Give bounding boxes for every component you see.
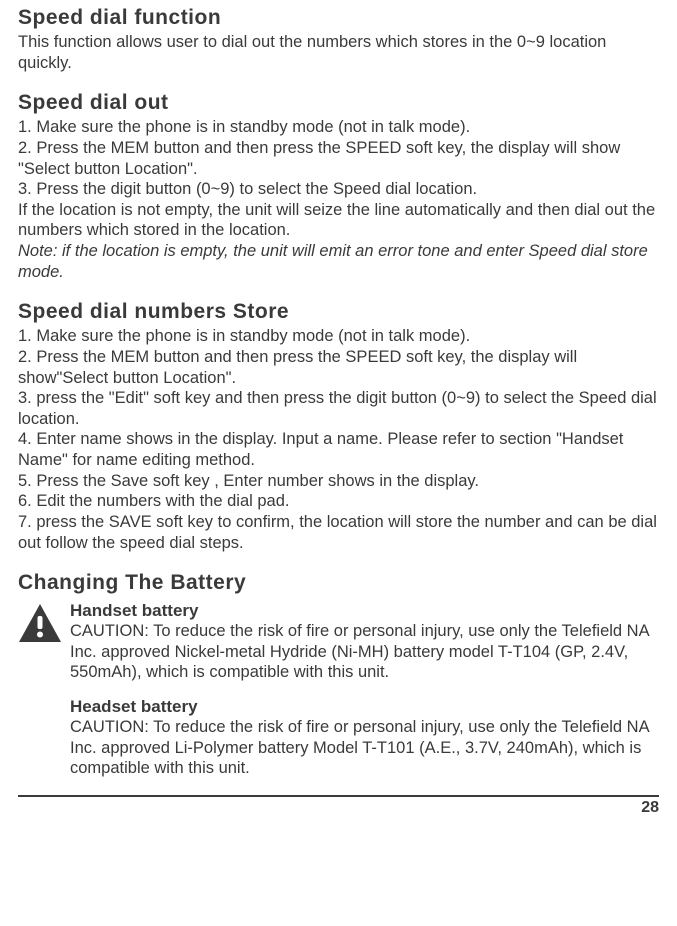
step-text: 7. press the SAVE soft key to confirm, t…	[18, 512, 659, 553]
page-footer: 28	[18, 795, 659, 817]
heading-speed-dial-store: Speed dial numbers Store	[18, 300, 659, 324]
heading-speed-dial-out: Speed dial out	[18, 91, 659, 115]
step-text: 1. Make sure the phone is in standby mod…	[18, 117, 659, 138]
handset-battery-text: CAUTION: To reduce the risk of fire or p…	[70, 621, 659, 683]
step-text: 6. Edit the numbers with the dial pad.	[18, 491, 659, 512]
subheading-headset-battery: Headset battery	[70, 697, 659, 717]
subheading-handset-battery: Handset battery	[70, 601, 659, 621]
step-text: 4. Enter name shows in the display. Inpu…	[18, 429, 659, 470]
step-text: 3. Press the digit button (0~9) to selec…	[18, 179, 659, 200]
heading-changing-battery: Changing The Battery	[18, 571, 659, 595]
step-text: 1. Make sure the phone is in standby mod…	[18, 326, 659, 347]
warning-block-handset: Handset battery CAUTION: To reduce the r…	[18, 601, 659, 683]
headset-battery-text: CAUTION: To reduce the risk of fire or p…	[70, 717, 659, 779]
step-text: 3. press the "Edit" soft key and then pr…	[18, 388, 659, 429]
step-text: 2. Press the MEM button and then press t…	[18, 138, 659, 179]
warning-block-headset: Headset battery CAUTION: To reduce the r…	[70, 697, 659, 779]
step-text: 5. Press the Save soft key , Enter numbe…	[18, 471, 659, 492]
heading-speed-dial-function: Speed dial function	[18, 6, 659, 30]
step-text: 2. Press the MEM button and then press t…	[18, 347, 659, 388]
warning-icon	[18, 603, 62, 648]
body-speed-dial-function: This function allows user to dial out th…	[18, 32, 659, 73]
step-text: If the location is not empty, the unit w…	[18, 200, 659, 241]
note-text: Note: if the location is empty, the unit…	[18, 241, 659, 282]
page-number: 28	[641, 799, 659, 816]
